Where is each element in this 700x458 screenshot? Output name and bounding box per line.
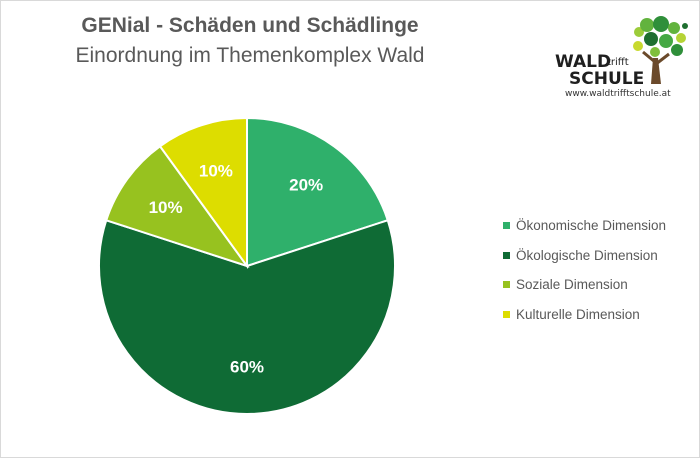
- chart-subtitle: Einordnung im Themenkomplex Wald: [75, 44, 425, 67]
- tree-icon: [633, 16, 688, 84]
- logo-word-wald: WALD: [555, 52, 612, 72]
- legend-item-sozial: Soziale Dimension: [503, 270, 666, 300]
- legend-swatch: [503, 281, 510, 289]
- pie-slice-kulturell: [158, 116, 248, 270]
- legend-item-kulturell: Kulturelle Dimension: [503, 300, 666, 330]
- pie-slice-oekologisch: [98, 219, 396, 416]
- logo-word-schule: SCHULE: [569, 69, 645, 89]
- legend-label: Soziale Dimension: [516, 277, 628, 293]
- legend-item-oekologisch: Ökologische Dimension: [503, 241, 666, 271]
- pie-slice-sozial: [104, 144, 250, 268]
- pie-label-kulturell: 10%: [199, 161, 233, 180]
- pie-label-sozial: 10%: [149, 198, 183, 217]
- legend-item-oekonomisch: Ökonomische Dimension: [503, 211, 666, 241]
- pie-label-oekologisch: 60%: [230, 358, 264, 377]
- legend-swatch: [503, 222, 510, 230]
- pie-label-oekonomisch: 20%: [289, 176, 323, 195]
- logo-word-trifft: trifft: [607, 57, 629, 68]
- chart-legend: Ökonomische Dimension Ökologische Dimensi…: [503, 211, 666, 329]
- legend-label: Ökologische Dimension: [516, 247, 658, 263]
- legend-swatch: [503, 310, 510, 318]
- waldtrifftschule-logo: WALD trifft SCHULE www.waldtrifftschule.…: [555, 14, 690, 104]
- logo-url: www.waldtrifftschule.at: [565, 89, 671, 99]
- legend-swatch: [503, 251, 510, 259]
- chart-title: GENial - Schäden und Schädlinge: [81, 14, 419, 37]
- legend-label: Ökonomische Dimension: [516, 218, 667, 234]
- pie-slice-oekonomisch: [246, 116, 390, 268]
- legend-label: Kulturelle Dimension: [516, 306, 640, 322]
